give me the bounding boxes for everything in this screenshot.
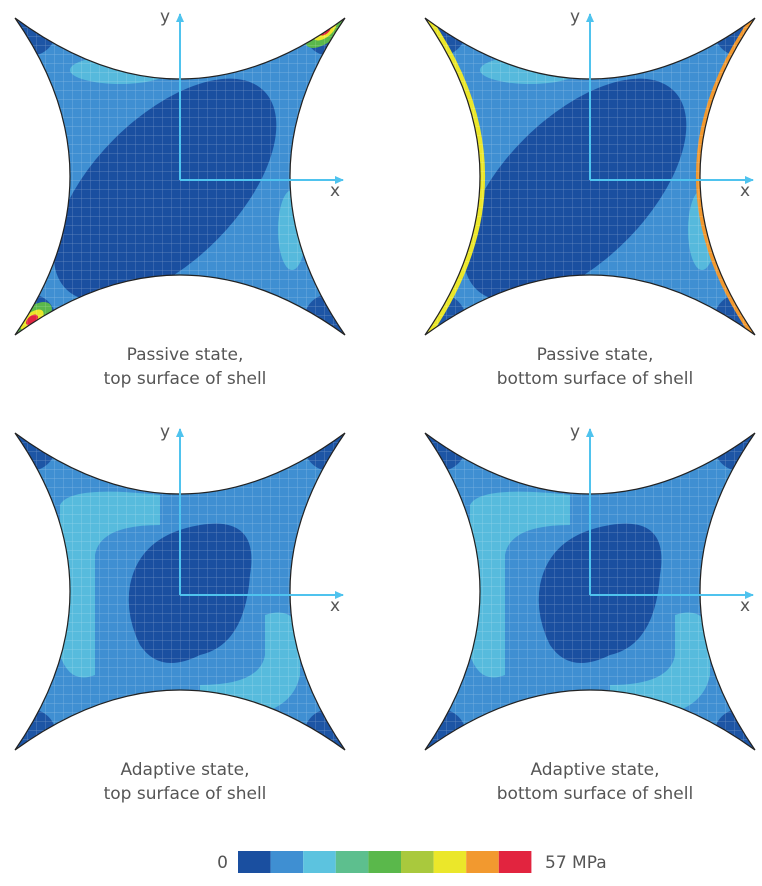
caption: Passive state, xyxy=(127,345,244,365)
caption: Passive state, xyxy=(537,345,654,365)
colorbar-swatch xyxy=(271,851,304,873)
colorbar-swatch xyxy=(466,851,499,873)
colorbar-swatch xyxy=(368,851,401,873)
caption: Adaptive state, xyxy=(530,760,659,780)
mesh xyxy=(410,0,762,350)
contour-plot xyxy=(410,0,762,350)
caption: bottom surface of shell xyxy=(497,784,693,804)
panel: y x Adaptive state, top surface of shell xyxy=(0,415,360,804)
x-axis-label: x xyxy=(330,596,340,616)
x-axis-label: x xyxy=(740,181,750,201)
colorbar-swatch xyxy=(401,851,434,873)
colorbar-swatch xyxy=(238,851,271,873)
panel: y x Passive state, top surface of shell xyxy=(0,0,360,389)
caption: bottom surface of shell xyxy=(497,369,693,389)
figure: y x Passive state, top surface of shell y x Pa… xyxy=(0,0,762,882)
colorbar: 0 57 MPa xyxy=(217,851,606,873)
y-axis-label: y xyxy=(160,7,170,27)
panel: y x Adaptive state, bottom surface of shell xyxy=(410,415,762,804)
contour-plot xyxy=(410,415,762,765)
caption: top surface of shell xyxy=(104,784,267,804)
x-axis-label: x xyxy=(330,181,340,201)
panel: y x Passive state, bottom surface of shell xyxy=(410,0,762,389)
x-axis-label: x xyxy=(740,596,750,616)
colorbar-swatch xyxy=(499,851,532,873)
y-axis-label: y xyxy=(570,422,580,442)
mesh xyxy=(410,415,762,765)
colorbar-swatch xyxy=(303,851,336,873)
caption: top surface of shell xyxy=(104,369,267,389)
colorbar-swatch xyxy=(336,851,369,873)
colorbar-max-label: 57 MPa xyxy=(545,853,607,873)
caption: Adaptive state, xyxy=(120,760,249,780)
colorbar-min-label: 0 xyxy=(217,853,228,873)
colorbar-swatch xyxy=(434,851,467,873)
y-axis-label: y xyxy=(570,7,580,27)
y-axis-label: y xyxy=(160,422,170,442)
